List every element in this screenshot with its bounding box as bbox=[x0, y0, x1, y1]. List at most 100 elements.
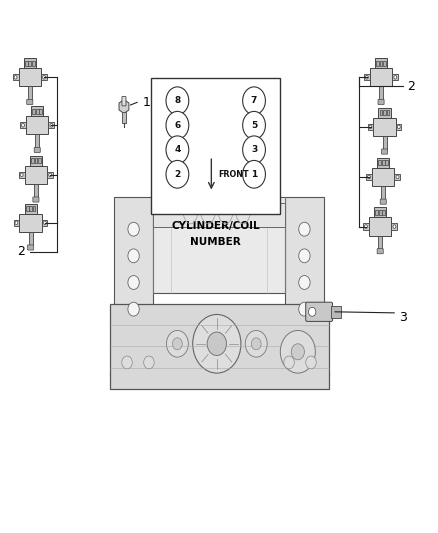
Circle shape bbox=[245, 330, 267, 357]
Bar bbox=[377, 158, 389, 168]
Text: FRONT: FRONT bbox=[218, 170, 248, 179]
Circle shape bbox=[21, 124, 25, 127]
Bar bbox=[35, 158, 37, 163]
Bar bbox=[378, 236, 382, 249]
FancyBboxPatch shape bbox=[153, 197, 285, 293]
FancyBboxPatch shape bbox=[33, 197, 39, 202]
Text: 6: 6 bbox=[174, 121, 180, 130]
Circle shape bbox=[20, 173, 23, 176]
Circle shape bbox=[49, 173, 52, 176]
Circle shape bbox=[243, 87, 265, 115]
Circle shape bbox=[251, 338, 261, 350]
Circle shape bbox=[173, 338, 182, 350]
Circle shape bbox=[166, 111, 189, 139]
Bar bbox=[28, 86, 32, 100]
Bar bbox=[31, 106, 43, 116]
Text: CYLINDER/COIL: CYLINDER/COIL bbox=[171, 221, 260, 231]
Bar bbox=[122, 112, 126, 123]
Bar bbox=[383, 61, 386, 66]
Bar bbox=[24, 58, 36, 68]
Bar bbox=[375, 58, 387, 68]
Bar bbox=[383, 110, 386, 115]
Bar bbox=[28, 232, 33, 245]
Circle shape bbox=[280, 330, 315, 373]
Circle shape bbox=[299, 302, 310, 316]
FancyBboxPatch shape bbox=[110, 304, 328, 389]
Bar bbox=[34, 184, 38, 197]
Circle shape bbox=[166, 136, 189, 164]
FancyBboxPatch shape bbox=[48, 122, 54, 128]
Text: 8: 8 bbox=[174, 96, 180, 105]
Bar bbox=[32, 109, 35, 114]
Bar bbox=[372, 168, 395, 186]
Bar bbox=[38, 158, 41, 163]
Bar bbox=[381, 186, 385, 199]
FancyBboxPatch shape bbox=[392, 223, 397, 230]
FancyBboxPatch shape bbox=[392, 74, 398, 80]
Bar bbox=[20, 214, 42, 232]
Circle shape bbox=[166, 160, 189, 188]
Circle shape bbox=[299, 276, 310, 289]
Circle shape bbox=[144, 356, 154, 369]
Circle shape bbox=[166, 330, 188, 357]
Bar bbox=[28, 61, 31, 66]
FancyBboxPatch shape bbox=[28, 245, 34, 250]
Circle shape bbox=[397, 125, 400, 128]
Circle shape bbox=[394, 76, 397, 79]
Circle shape bbox=[42, 76, 46, 79]
FancyBboxPatch shape bbox=[377, 248, 383, 254]
FancyBboxPatch shape bbox=[364, 74, 370, 80]
Circle shape bbox=[308, 308, 316, 316]
Bar bbox=[382, 160, 385, 165]
Bar bbox=[373, 118, 396, 136]
Circle shape bbox=[207, 332, 226, 356]
Circle shape bbox=[393, 225, 396, 228]
Bar bbox=[153, 203, 285, 227]
Text: 2: 2 bbox=[407, 80, 415, 93]
Bar bbox=[378, 108, 391, 118]
Circle shape bbox=[128, 276, 139, 289]
Bar bbox=[35, 134, 39, 148]
Bar bbox=[376, 61, 379, 66]
FancyBboxPatch shape bbox=[122, 96, 126, 106]
Circle shape bbox=[243, 136, 265, 164]
FancyBboxPatch shape bbox=[380, 199, 386, 204]
Circle shape bbox=[367, 175, 371, 179]
Circle shape bbox=[284, 356, 294, 369]
Text: 4: 4 bbox=[174, 146, 180, 154]
Bar bbox=[26, 206, 28, 211]
FancyBboxPatch shape bbox=[396, 124, 401, 130]
Bar bbox=[379, 210, 381, 215]
Bar bbox=[331, 306, 341, 318]
Bar bbox=[379, 86, 383, 100]
Text: 2: 2 bbox=[18, 245, 25, 258]
Bar bbox=[385, 160, 388, 165]
Text: 1: 1 bbox=[142, 96, 150, 109]
Bar bbox=[25, 204, 37, 214]
Circle shape bbox=[299, 222, 310, 236]
Circle shape bbox=[50, 124, 53, 127]
Bar bbox=[31, 158, 34, 163]
Circle shape bbox=[193, 314, 241, 373]
Bar bbox=[387, 110, 389, 115]
Circle shape bbox=[122, 356, 132, 369]
Bar bbox=[369, 217, 392, 236]
Text: 2: 2 bbox=[174, 170, 180, 179]
Circle shape bbox=[128, 249, 139, 263]
Circle shape bbox=[369, 125, 372, 128]
Circle shape bbox=[166, 87, 189, 115]
FancyBboxPatch shape bbox=[42, 220, 47, 226]
Circle shape bbox=[364, 225, 367, 228]
Circle shape bbox=[291, 344, 304, 360]
Bar bbox=[370, 68, 392, 86]
Circle shape bbox=[243, 111, 265, 139]
FancyBboxPatch shape bbox=[21, 122, 26, 128]
Text: 3: 3 bbox=[399, 311, 406, 324]
FancyBboxPatch shape bbox=[364, 223, 369, 230]
Bar bbox=[374, 207, 386, 217]
FancyBboxPatch shape bbox=[13, 74, 19, 80]
Bar bbox=[380, 110, 382, 115]
FancyBboxPatch shape bbox=[306, 302, 332, 321]
FancyBboxPatch shape bbox=[285, 197, 324, 320]
Bar bbox=[26, 116, 48, 134]
